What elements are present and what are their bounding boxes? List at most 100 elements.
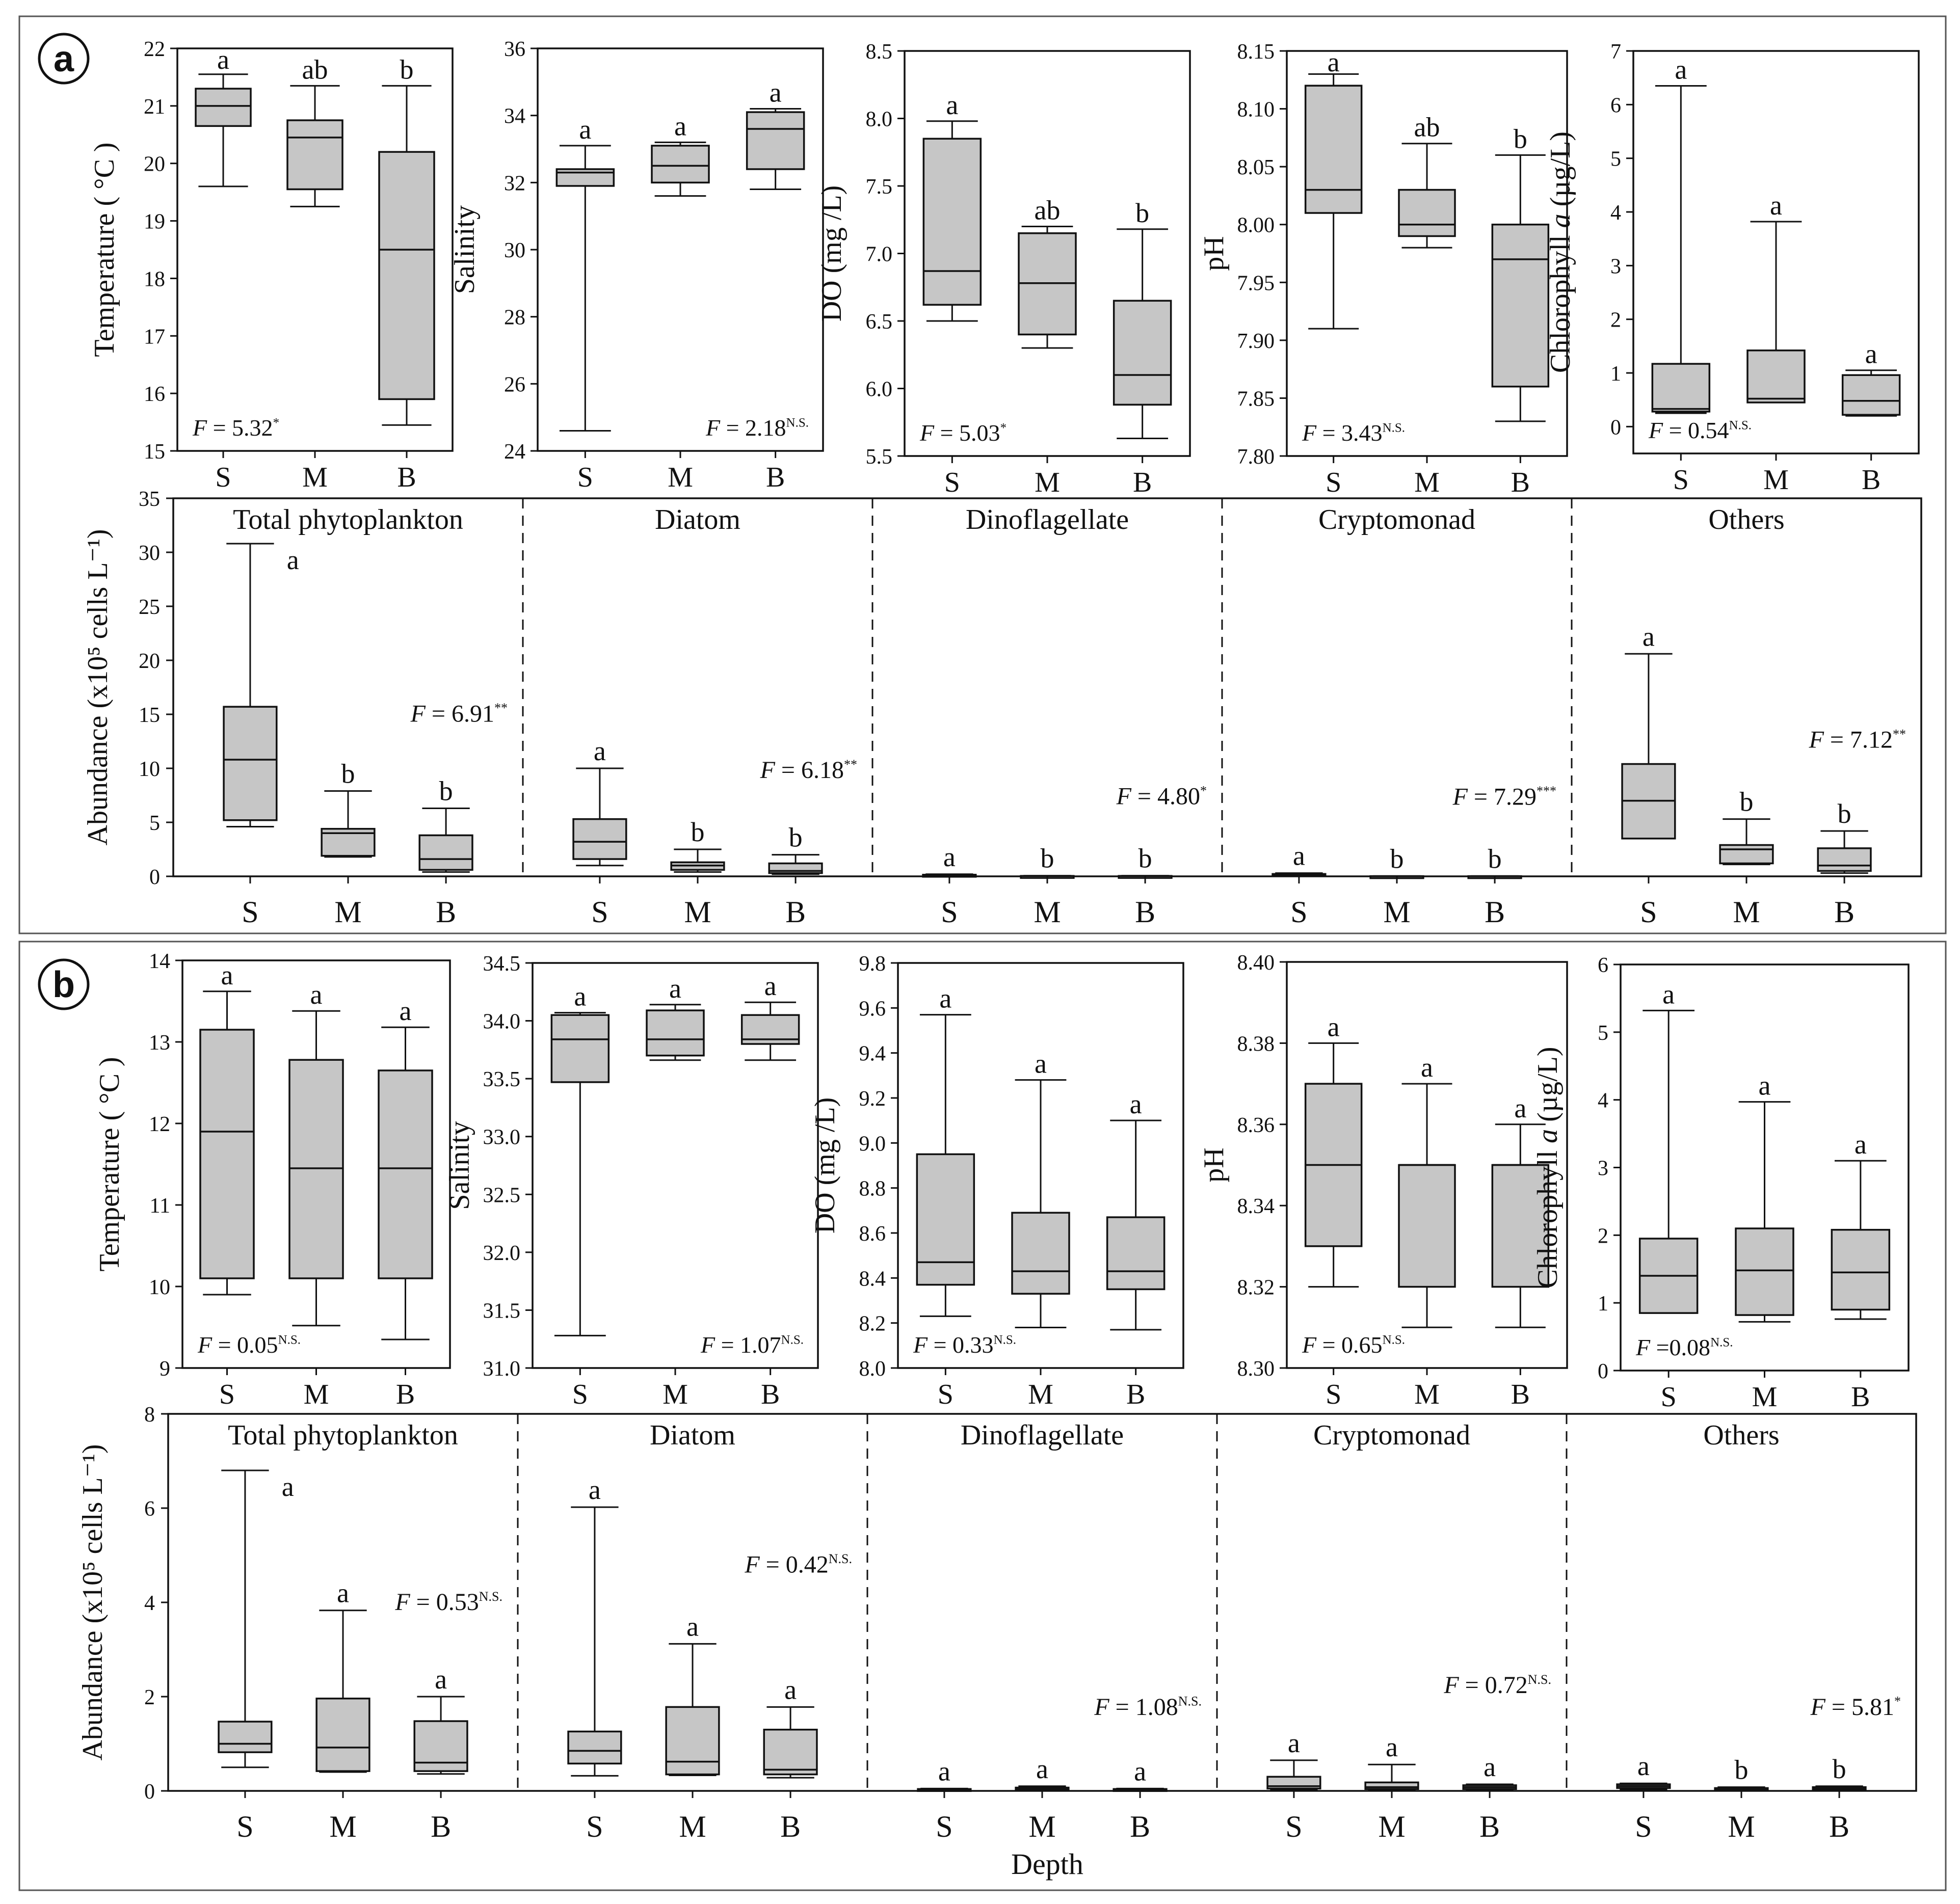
panel-a-temperature-ytick-label: 19 <box>144 210 165 234</box>
panel-b-ph-s-xtick-label: S <box>1326 1379 1341 1410</box>
panel-a-abundance-total-phytoplankton-s-xtick-label: S <box>242 895 258 929</box>
panel-b-salinity-ytick-label: 34.0 <box>483 1010 521 1034</box>
panel-a-abundance-ytick-label: 30 <box>139 542 160 565</box>
panel-b-do-ytick-label: 8.0 <box>859 1357 886 1381</box>
panel-b-temperature-m-xtick-label: M <box>304 1379 329 1410</box>
panel-b-abundance-ylabel: Abundance (x10⁵ cells L⁻¹) <box>77 1444 109 1760</box>
panel-b-abundance-cryptomonad-b-letter: a <box>1484 1752 1496 1782</box>
panel-a-salinity-ytick-label: 34 <box>504 105 525 128</box>
panel-b-chlorophyll-s-letter: a <box>1662 979 1675 1009</box>
panel-b-do-ylabel: DO (mg /L) <box>809 1097 841 1234</box>
panel-a-ph-ytick-label: 8.15 <box>1237 40 1275 64</box>
panel-b-temperature-ytick-label: 14 <box>149 950 170 973</box>
panel-a-abundance-others-m-box <box>1719 844 1774 865</box>
panel-b-salinity-ytick-label: 32.5 <box>483 1184 521 1207</box>
panel-b-do-ytick-label: 9.6 <box>859 997 886 1021</box>
panel-b-salinity-ytick-label: 31.0 <box>483 1357 521 1381</box>
panel-b-abundance-total-phytoplankton-m-letter: a <box>337 1578 349 1608</box>
panel-b-do-ytick-label: 8.4 <box>859 1267 886 1291</box>
panel-a-abundance-others-b-box <box>1817 847 1872 872</box>
panel-a-temperature-ytick-label: 21 <box>144 95 165 119</box>
panel-b-temperature-s-letter: a <box>221 960 233 990</box>
panel-a-abundance-dinoflagellate-b-xtick-label: B <box>1135 895 1155 929</box>
panel-a-do-f-stat: F = 5.03* <box>919 420 1007 446</box>
panel-b-ph-ytick-label: 8.36 <box>1237 1114 1275 1137</box>
panel-a-abundance-others-b-letter: b <box>1838 798 1851 829</box>
panel-b-chlorophyll-ytick-label: 6 <box>1598 954 1608 977</box>
panel-a-ph-ytick-label: 7.90 <box>1237 330 1275 353</box>
panel-b-do-ytick-label: 8.2 <box>859 1312 886 1336</box>
panel-b-temperature-s-box <box>199 1029 255 1279</box>
panel-b-salinity-ytick-label: 33.0 <box>483 1126 521 1149</box>
panel-b-abundance-total-phytoplankton-s-letter: a <box>282 1471 294 1502</box>
panel-a-abundance-ytick-label: 25 <box>139 596 160 619</box>
panel-a-abundance-others-f-stat: F = 7.12** <box>1809 727 1906 754</box>
panel-b-abundance-cryptomonad-m-letter: a <box>1386 1732 1398 1762</box>
panel-b-abundance-others-b-xtick-label: B <box>1829 1810 1849 1843</box>
panel-b-salinity-b-xtick-label: B <box>761 1379 780 1410</box>
panel-b-salinity-m-box <box>646 1009 705 1057</box>
panel-b-abundance-diatom-s-xtick-label: S <box>586 1810 603 1843</box>
panel-b-abundance-cryptomonad-title: Cryptomonad <box>1313 1419 1470 1451</box>
panel-b-abundance-total-phytoplankton-b-box <box>413 1720 468 1772</box>
panel-b-chlorophyll-ytick-label: 0 <box>1598 1360 1608 1383</box>
panel-b-abundance-cryptomonad-b-xtick-label: B <box>1479 1810 1500 1843</box>
panel-a-ph-ytick-label: 7.95 <box>1237 272 1275 295</box>
panel-a-abundance-others-m-letter: b <box>1740 787 1754 817</box>
panel-b-badge: b <box>38 958 90 1010</box>
panel-b-abundance-diatom-b-box <box>763 1729 818 1776</box>
panel-b-abundance-dinoflagellate-s-xtick-label: S <box>936 1810 952 1843</box>
panel-b-salinity-f-stat: F = 1.07N.S. <box>700 1332 804 1358</box>
panel-a-abundance-ytick-label: 10 <box>139 758 160 781</box>
panel-a-chlorophyll-b-box <box>1841 374 1901 416</box>
panel-a-abundance-dinoflagellate-s-xtick-label: S <box>941 895 958 929</box>
panel-a-abundance-total-phytoplankton-s-box <box>223 706 278 821</box>
panel-a-abundance-diatom-title: Diatom <box>655 504 740 535</box>
panel-b-abundance-dinoflagellate-s-letter: a <box>938 1756 950 1786</box>
panel-a-chlorophyll-s-xtick-label: S <box>1673 464 1689 496</box>
panel-b-temperature-b-letter: a <box>400 996 412 1026</box>
panel-a-abundance-dinoflagellate-s-letter: a <box>943 842 956 872</box>
panel-b-abundance-cryptomonad-m-xtick-label: M <box>1378 1810 1405 1843</box>
panel-b-temperature-ytick-label: 9 <box>160 1357 170 1381</box>
panel-a-chlorophyll-ytick-label: 5 <box>1610 148 1621 171</box>
panel-b-abundance-dinoflagellate-m-xtick-label: M <box>1028 1810 1055 1843</box>
panel-a-salinity-s-xtick-label: S <box>577 462 593 493</box>
panel-a-abundance-dinoflagellate-m-letter: b <box>1041 843 1054 874</box>
panel-a-abundance-chart: 0 5 10 15 20 25 30 35 Abundance (x10⁵ cells L⁻¹)… <box>82 488 1922 929</box>
panel-a-abundance-diatom-b-xtick-label: B <box>785 895 806 929</box>
panel-b-do-s-xtick-label: S <box>938 1379 953 1410</box>
panel-b-ph-ytick-label: 8.40 <box>1237 951 1275 975</box>
panel-b-abundance-others-title: Others <box>1703 1419 1779 1451</box>
panel-a-ph-s-box <box>1304 85 1363 214</box>
panel-a-abundance-others-group: Others Sa Mb Bb F = 7.12** <box>1571 498 1906 929</box>
panel-b-abundance-total-phytoplankton-m-xtick-label: M <box>329 1810 356 1843</box>
panel-a-ph-ytick-label: 8.00 <box>1237 214 1275 237</box>
panel-b-chlorophyll-s-xtick-label: S <box>1661 1381 1677 1413</box>
panel-b-abundance-diatom-group: Diatom Sa Ma Ba F = 0.42N.S. <box>517 1414 852 1843</box>
panel-a-do-s-box <box>922 138 982 306</box>
panel-b-abundance-diatom-s-letter: a <box>589 1474 601 1505</box>
panel-a-abundance-ytick-label: 5 <box>149 812 160 835</box>
panel-a-abundance-diatom-f-stat: F = 6.18** <box>760 757 857 784</box>
panel-a-abundance-ytick-label: 20 <box>139 650 160 673</box>
panel-b-abundance-others-f-stat: F = 5.81* <box>1810 1694 1901 1721</box>
panel-a-salinity-ytick-label: 26 <box>504 373 525 396</box>
panel-a-ph-ytick-label: 7.80 <box>1237 445 1275 469</box>
panel-b-abundance-cryptomonad-m-box <box>1364 1781 1419 1790</box>
panel-a-ph-m-box <box>1398 189 1456 237</box>
panel-b-salinity-m-letter: a <box>669 973 681 1004</box>
panel-b-abundance-total-phytoplankton-m-box <box>315 1697 370 1772</box>
panel-a-chlorophyll-ytick-label: 4 <box>1610 201 1621 225</box>
panel-b-frame <box>18 941 1947 1891</box>
panel-b-abundance-dinoflagellate-b-xtick-label: B <box>1130 1810 1150 1843</box>
panel-a-temperature-m-letter: ab <box>302 54 328 85</box>
panel-a-ph-m-xtick-label: M <box>1414 467 1440 498</box>
panel-a-chlorophyll-m-xtick-label: M <box>1763 464 1789 496</box>
panel-a-chlorophyll-ytick-label: 3 <box>1610 255 1621 278</box>
panel-a-do-chart: 5.5 6.0 6.5 7.0 7.5 8.0 8.5 DO (mg /L) Sa Mab Bb F … <box>816 40 1191 498</box>
panel-a-ph-chart: 7.80 7.85 7.90 7.95 8.00 8.05 8.10 8.15 pH Sa Mab B… <box>1198 40 1568 498</box>
panel-a-abundance-others-s-xtick-label: S <box>1640 895 1657 929</box>
